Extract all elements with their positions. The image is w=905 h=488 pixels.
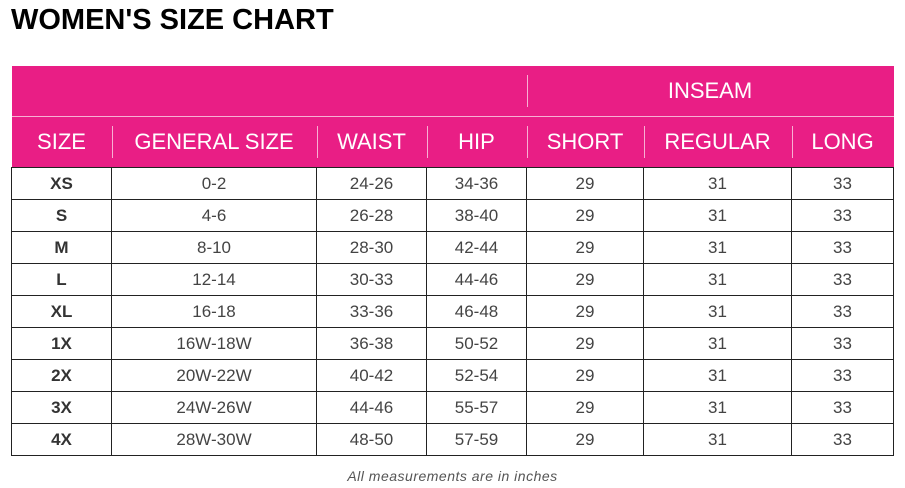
group-header-blank	[11, 66, 527, 117]
cell-waist: 26-28	[316, 199, 427, 232]
cell-short: 29	[526, 391, 644, 424]
cell-general-size: 0-2	[111, 167, 317, 200]
cell-long: 33	[790, 263, 895, 296]
table-row: S 4-6 26-28 38-40 29 31 33	[11, 199, 895, 232]
cell-short: 29	[526, 359, 644, 392]
column-header-size: SIZE	[11, 116, 112, 168]
cell-regular: 31	[643, 263, 792, 296]
column-header-long: LONG	[791, 116, 894, 168]
cell-size: L	[11, 263, 112, 296]
cell-general-size: 8-10	[111, 231, 317, 264]
column-header-regular: REGULAR	[643, 116, 792, 168]
cell-hip: 50-52	[426, 327, 527, 360]
cell-waist: 36-38	[316, 327, 427, 360]
cell-general-size: 24W-26W	[111, 391, 317, 424]
cell-size: 2X	[11, 359, 112, 392]
cell-waist: 33-36	[316, 295, 427, 328]
cell-regular: 31	[643, 199, 792, 232]
cell-waist: 40-42	[316, 359, 427, 392]
column-header-row: SIZE GENERAL SIZE WAIST HIP SHORT REGULAR LONG	[11, 116, 894, 168]
cell-hip: 38-40	[426, 199, 527, 232]
cell-hip: 52-54	[426, 359, 527, 392]
cell-general-size: 28W-30W	[111, 423, 317, 456]
table-row: 2X 20W-22W 40-42 52-54 29 31 33	[11, 359, 895, 392]
group-header-inseam: INSEAM	[526, 66, 894, 117]
cell-long: 33	[790, 167, 895, 200]
cell-size: S	[11, 199, 112, 232]
cell-regular: 31	[643, 391, 792, 424]
table-row: 1X 16W-18W 36-38 50-52 29 31 33	[11, 327, 895, 360]
cell-size: 1X	[11, 327, 112, 360]
cell-waist: 44-46	[316, 391, 427, 424]
cell-short: 29	[526, 231, 644, 264]
cell-regular: 31	[643, 295, 792, 328]
cell-short: 29	[526, 199, 644, 232]
cell-hip: 44-46	[426, 263, 527, 296]
cell-size: 3X	[11, 391, 112, 424]
cell-general-size: 12-14	[111, 263, 317, 296]
table-row: 3X 24W-26W 44-46 55-57 29 31 33	[11, 391, 895, 424]
group-header-row: INSEAM	[11, 66, 894, 117]
measurement-note: All measurements are in inches	[347, 468, 558, 484]
cell-size: XL	[11, 295, 112, 328]
cell-short: 29	[526, 263, 644, 296]
cell-regular: 31	[643, 327, 792, 360]
cell-size: 4X	[11, 423, 112, 456]
cell-long: 33	[790, 423, 895, 456]
cell-long: 33	[790, 327, 895, 360]
cell-short: 29	[526, 167, 644, 200]
cell-hip: 42-44	[426, 231, 527, 264]
cell-regular: 31	[643, 231, 792, 264]
cell-long: 33	[790, 199, 895, 232]
column-header-waist: WAIST	[316, 116, 427, 168]
cell-long: 33	[790, 391, 895, 424]
column-header-short: SHORT	[526, 116, 644, 168]
column-header-hip: HIP	[426, 116, 527, 168]
cell-short: 29	[526, 295, 644, 328]
cell-general-size: 16-18	[111, 295, 317, 328]
cell-waist: 30-33	[316, 263, 427, 296]
cell-regular: 31	[643, 359, 792, 392]
table-row: XL 16-18 33-36 46-48 29 31 33	[11, 295, 895, 328]
cell-hip: 46-48	[426, 295, 527, 328]
cell-size: XS	[11, 167, 112, 200]
cell-hip: 55-57	[426, 391, 527, 424]
size-chart-table: INSEAM SIZE GENERAL SIZE WAIST HIP SHORT REGU…	[11, 66, 895, 456]
cell-regular: 31	[643, 167, 792, 200]
cell-waist: 28-30	[316, 231, 427, 264]
cell-waist: 48-50	[316, 423, 427, 456]
table-row: XS 0-2 24-26 34-36 29 31 33	[11, 167, 895, 200]
cell-general-size: 4-6	[111, 199, 317, 232]
cell-long: 33	[790, 359, 895, 392]
cell-waist: 24-26	[316, 167, 427, 200]
cell-size: M	[11, 231, 112, 264]
table-row: L 12-14 30-33 44-46 29 31 33	[11, 263, 895, 296]
cell-hip: 34-36	[426, 167, 527, 200]
table-row: 4X 28W-30W 48-50 57-59 29 31 33	[11, 423, 895, 456]
cell-short: 29	[526, 327, 644, 360]
cell-regular: 31	[643, 423, 792, 456]
cell-long: 33	[790, 231, 895, 264]
cell-short: 29	[526, 423, 644, 456]
cell-general-size: 16W-18W	[111, 327, 317, 360]
table-row: M 8-10 28-30 42-44 29 31 33	[11, 231, 895, 264]
cell-general-size: 20W-22W	[111, 359, 317, 392]
column-header-general-size: GENERAL SIZE	[111, 116, 317, 168]
page-title: WOMEN'S SIZE CHART	[11, 4, 334, 36]
cell-hip: 57-59	[426, 423, 527, 456]
cell-long: 33	[790, 295, 895, 328]
